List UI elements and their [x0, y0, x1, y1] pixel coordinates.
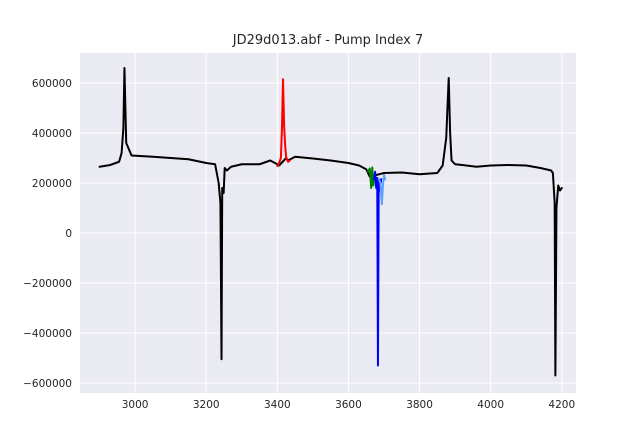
- y-tick-label: −400000: [23, 328, 72, 340]
- series-line-2: [276, 78, 291, 167]
- y-tick-label: −200000: [23, 278, 72, 290]
- x-tick-label: 3000: [122, 399, 149, 411]
- y-tick-label: 400000: [32, 128, 72, 140]
- y-tick-label: 600000: [32, 78, 72, 90]
- plot-area: [80, 53, 576, 393]
- x-tick-label: 3200: [193, 399, 220, 411]
- series-line-4: [373, 170, 383, 367]
- x-tick-label: 3600: [335, 399, 362, 411]
- y-tick-label: −600000: [23, 378, 72, 390]
- x-tick-label: 4200: [548, 399, 575, 411]
- series-layer: [98, 67, 563, 377]
- gridlines: [80, 53, 576, 393]
- chart-title: JD29d013.abf - Pump Index 7: [232, 33, 423, 48]
- series-line-3: [367, 166, 376, 189]
- tick-labels: 3000 3200 3400 3600 3800 4000 4200 600000 400000…: [23, 78, 575, 411]
- y-tick-label: 200000: [32, 178, 72, 190]
- x-tick-label: 3400: [264, 399, 291, 411]
- x-tick-label: 3800: [406, 399, 433, 411]
- x-tick-label: 4000: [477, 399, 504, 411]
- y-tick-label: 0: [65, 228, 72, 240]
- series-line-1: [98, 67, 563, 377]
- series-line-5: [377, 174, 387, 206]
